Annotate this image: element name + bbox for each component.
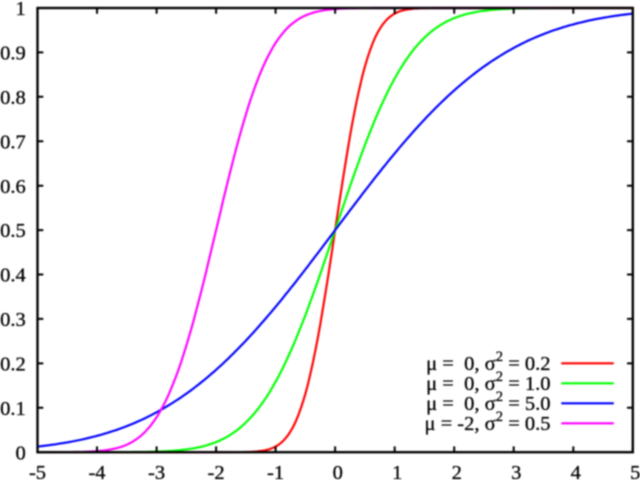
svg-text:0.1: 0.1 [0, 398, 26, 420]
svg-text:0: 0 [333, 462, 343, 480]
svg-text:μ = 0, σ2 = 0.2: μ = 0, σ2 = 0.2 [426, 349, 550, 375]
svg-text:1: 1 [392, 462, 402, 480]
svg-text:1: 1 [15, 0, 25, 20]
svg-text:0.4: 0.4 [0, 265, 26, 287]
svg-text:-5: -5 [29, 462, 46, 480]
svg-text:0.6: 0.6 [0, 176, 26, 198]
svg-text:-1: -1 [267, 462, 284, 480]
svg-text:5: 5 [630, 462, 640, 480]
svg-text:0: 0 [15, 442, 25, 464]
svg-text:0.9: 0.9 [0, 43, 26, 65]
svg-text:-3: -3 [148, 462, 165, 480]
svg-text:4: 4 [571, 462, 581, 480]
svg-text:0.5: 0.5 [0, 220, 26, 242]
svg-text:μ = -2, σ2 = 0.5: μ = -2, σ2 = 0.5 [424, 409, 550, 435]
svg-text:0.7: 0.7 [0, 131, 26, 153]
svg-text:μ = 0, σ2 = 5.0: μ = 0, σ2 = 5.0 [426, 389, 550, 415]
svg-text:2: 2 [452, 462, 462, 480]
svg-text:-4: -4 [88, 462, 105, 480]
svg-text:0.3: 0.3 [0, 309, 26, 331]
svg-text:-2: -2 [208, 462, 225, 480]
svg-text:μ = 0, σ2 = 1.0: μ = 0, σ2 = 1.0 [426, 369, 550, 395]
svg-text:0.8: 0.8 [0, 87, 26, 109]
svg-text:3: 3 [511, 462, 521, 480]
svg-text:0.2: 0.2 [0, 354, 26, 376]
